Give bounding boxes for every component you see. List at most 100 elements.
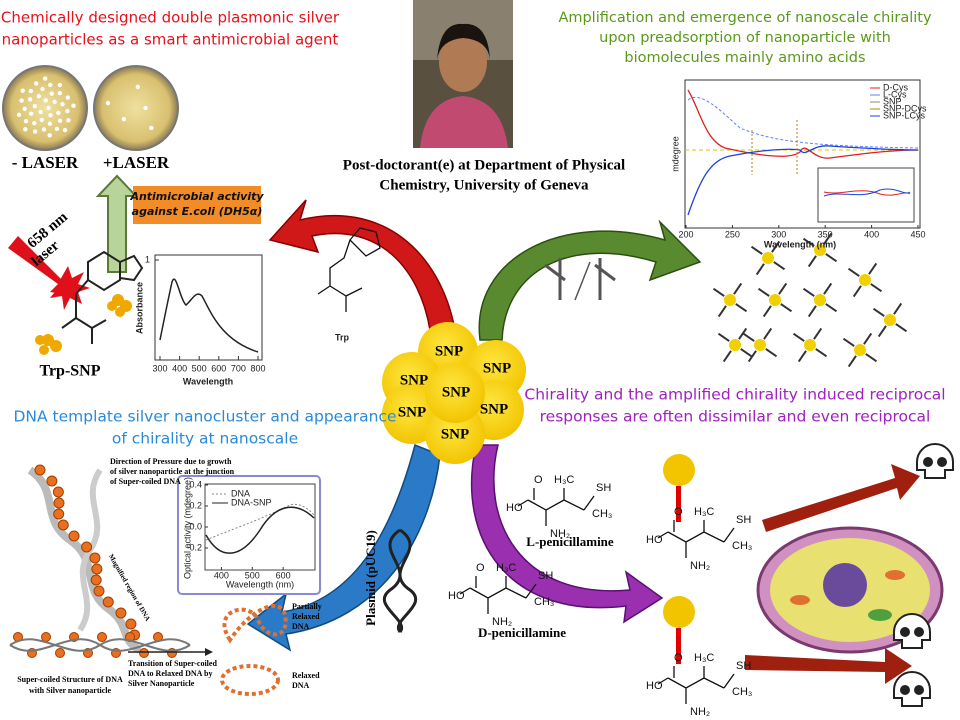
- colony: [16, 112, 22, 118]
- ligand: [893, 302, 903, 315]
- ligand: [802, 237, 815, 247]
- ligand: [847, 267, 860, 277]
- colony: [71, 103, 76, 108]
- dna-snp-curve: [205, 506, 315, 554]
- activity-label: Antimicrobial activity: [129, 190, 264, 203]
- arrow-to-skull: [745, 648, 912, 684]
- colony: [105, 100, 111, 106]
- ligand: [797, 350, 807, 363]
- snp-label: SNP: [480, 401, 508, 417]
- nanoparticle: [762, 252, 774, 264]
- nanoparticle: [804, 339, 816, 351]
- ligand: [750, 245, 763, 255]
- colony: [143, 105, 148, 111]
- colony: [47, 121, 53, 126]
- ligand: [778, 282, 788, 295]
- colony: [28, 111, 34, 116]
- ligand: [712, 287, 725, 297]
- ligand: [823, 232, 833, 245]
- x-tick-label: 300: [152, 363, 167, 373]
- skull-eye: [900, 627, 910, 637]
- note: DNA: [292, 681, 310, 690]
- skull: [916, 443, 954, 479]
- ligand: [825, 253, 838, 263]
- y-tick-label: 0.4: [189, 479, 202, 489]
- colony: [49, 91, 54, 96]
- bead: [91, 563, 103, 575]
- section-title: upon preadsorption of nanoparticle with: [599, 30, 891, 46]
- x-tick-label: 350: [818, 229, 833, 239]
- ligand: [757, 287, 770, 297]
- ligand: [747, 350, 757, 363]
- plasmid-icon: [396, 528, 418, 633]
- atom-label: CH₃: [732, 540, 752, 552]
- x-axis-label: Wavelength (nm): [764, 239, 836, 249]
- skulls: [893, 443, 954, 707]
- colony: [48, 113, 53, 118]
- ligand: [807, 255, 817, 268]
- x-tick-label: 400: [864, 229, 879, 239]
- atom-label: HO: [646, 534, 663, 546]
- bead: [97, 632, 107, 642]
- ligand: [842, 337, 855, 347]
- section-title: Chemically designed double plasmonic sil…: [1, 9, 340, 27]
- bead: [46, 475, 58, 487]
- x-tick-label: 600: [276, 570, 291, 580]
- colony: [46, 105, 51, 111]
- transition-arrow-head: [205, 648, 213, 656]
- y-axis-label: Absorbance: [134, 282, 144, 334]
- atom-label: CH₃: [534, 596, 554, 608]
- note: of silver nanoparticle at the junction: [110, 467, 235, 476]
- nanoparticle: [729, 339, 741, 351]
- trp-snp-structure: [61, 250, 144, 344]
- colony: [28, 88, 34, 94]
- note: Super-coiled Structure of DNA: [17, 675, 123, 684]
- note: with Silver nanoparticle: [29, 686, 112, 695]
- ligand: [780, 303, 793, 313]
- note: Relaxed: [292, 671, 320, 680]
- x-tick-label: 500: [245, 570, 260, 580]
- organelle: [885, 570, 905, 580]
- x-tick-label: 250: [725, 229, 740, 239]
- x-tick-label: 300: [771, 229, 786, 239]
- note: Transition of Super-coiled: [128, 659, 217, 668]
- cd-inset: [817, 167, 915, 223]
- section-title: biomolecules mainly amino acids: [624, 50, 865, 66]
- ligand: [863, 332, 873, 345]
- dna-strand: [27, 466, 143, 654]
- dna-curve: [205, 503, 315, 541]
- colony: [38, 109, 43, 115]
- colony: [40, 86, 45, 92]
- texts: O HO NH₂ H₃C CH₃ SH O HO NH₂ H₃C CH₃ SH O HO NH₂ H₃C CH₃…: [1, 9, 946, 718]
- pin-stem: [676, 628, 681, 664]
- skull-eye: [937, 457, 947, 467]
- ligand: [868, 262, 878, 275]
- molecules: [317, 227, 735, 704]
- relaxed-dna: [220, 664, 280, 696]
- ligand: [847, 355, 857, 368]
- cd-inset-curve: [823, 190, 911, 196]
- colony: [66, 118, 71, 123]
- bead: [53, 508, 65, 520]
- ligand: [872, 307, 885, 317]
- atom-label: H₃C: [496, 562, 516, 574]
- trp-label: Trp: [335, 332, 350, 342]
- colony: [19, 98, 24, 103]
- laser-spot: [50, 266, 90, 310]
- note: DNA to Relaxed DNA by: [128, 669, 212, 678]
- nanoparticle: [769, 294, 781, 306]
- ligand: [807, 305, 817, 318]
- x-tick-label: 400: [214, 570, 229, 580]
- legend-label: L-Cys: [883, 89, 907, 99]
- nanoparticle: [854, 344, 866, 356]
- ligand: [813, 327, 823, 340]
- colony: [47, 82, 53, 88]
- note: Silver Nanoparticle: [128, 679, 195, 688]
- atom-label: HO: [506, 502, 523, 514]
- atom-label: NH₂: [690, 706, 710, 718]
- atom-label: CH₃: [732, 686, 752, 698]
- bead: [55, 648, 65, 658]
- supercoil: [9, 638, 191, 652]
- photo-caption: Chemistry, University of Geneva: [379, 177, 589, 193]
